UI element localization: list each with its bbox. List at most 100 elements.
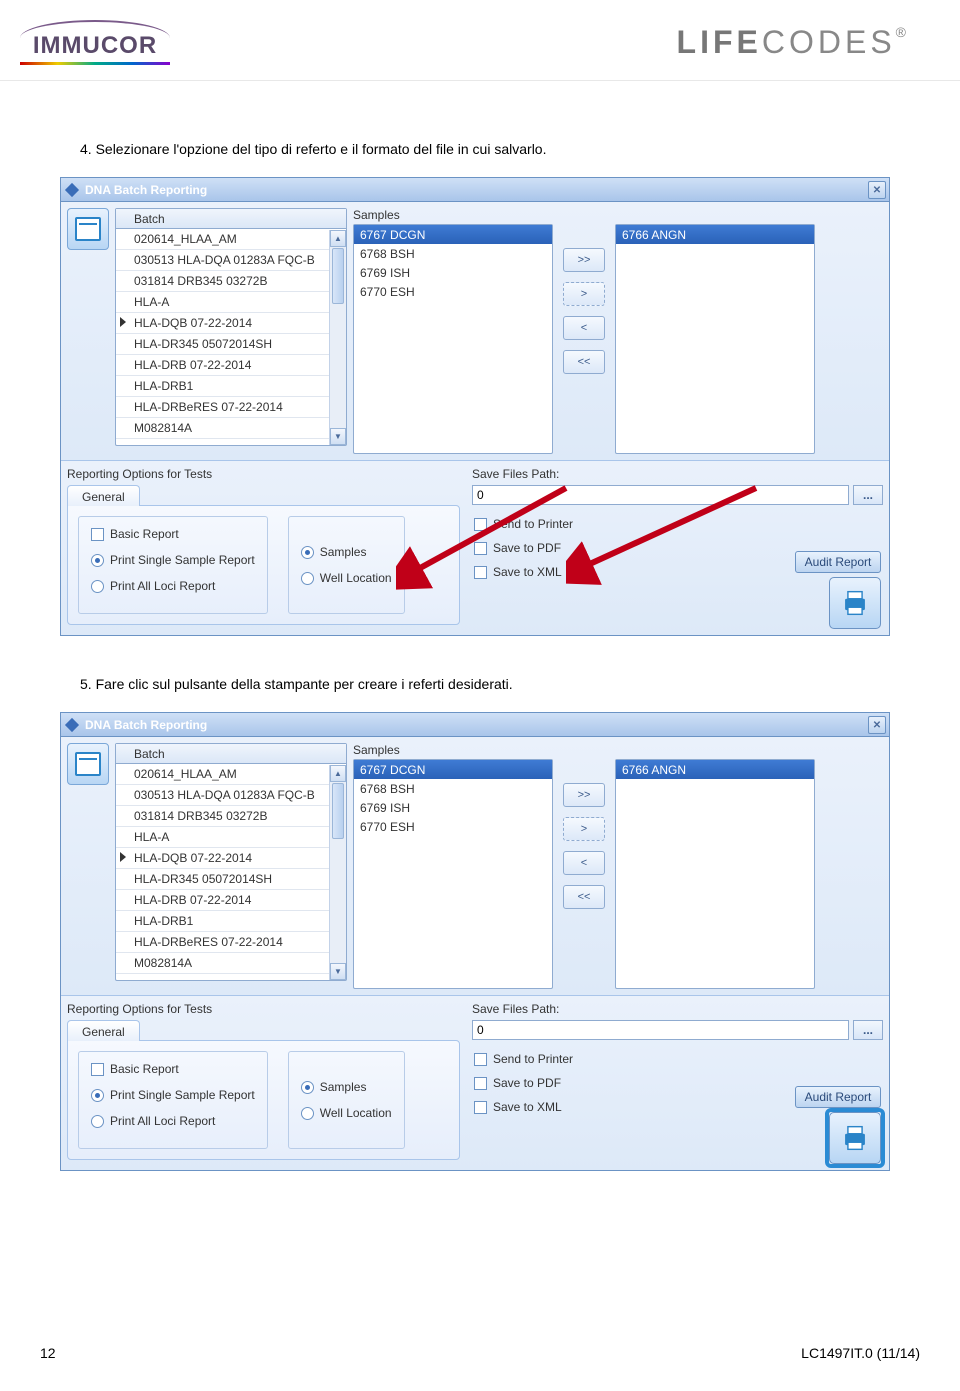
batch-row[interactable]: 020614_HLAA_AM [116, 764, 346, 785]
sample-row[interactable]: 6768 BSH [354, 244, 552, 263]
move-one-right-button[interactable]: > [563, 282, 605, 306]
selected-list[interactable]: 6766 ANGN [615, 224, 815, 454]
samples-radio[interactable]: Samples [301, 545, 392, 559]
dialog-1: DNA Batch Reporting ✕ Batch 020614_HLAA_… [60, 177, 890, 636]
row-marker-icon [120, 852, 126, 862]
batch-row[interactable]: HLA-DR345 05072014SH [116, 869, 346, 890]
batch-scrollbar[interactable]: ▲ ▼ [329, 230, 346, 445]
print-all-radio[interactable]: Print All Loci Report [91, 579, 255, 593]
samples-list[interactable]: 6767 DCGN6768 BSH6769 ISH6770 ESH [353, 224, 553, 454]
move-all-left-button[interactable]: << [563, 350, 605, 374]
scroll-up-button[interactable]: ▲ [330, 765, 346, 782]
browse-button[interactable]: ... [853, 1020, 883, 1040]
sample-row[interactable]: 6769 ISH [354, 263, 552, 282]
selected-row[interactable]: 6766 ANGN [616, 225, 814, 244]
batch-row[interactable]: HLA-DRB 07-22-2014 [116, 890, 346, 911]
close-button[interactable]: ✕ [868, 716, 886, 734]
page-number: 12 [40, 1345, 56, 1361]
save-path-input[interactable] [472, 485, 849, 505]
basic-report-checkbox[interactable]: Basic Report [91, 1062, 255, 1076]
sample-row[interactable]: 6769 ISH [354, 798, 552, 817]
batch-row[interactable]: HLA-DRBeRES 07-22-2014 [116, 932, 346, 953]
selected-column: 6766 ANGN [615, 224, 815, 454]
print-single-radio[interactable]: Print Single Sample Report [91, 1088, 255, 1102]
batch-row[interactable]: HLA-DR345 05072014SH [116, 334, 346, 355]
audit-report-button[interactable]: Audit Report [795, 1086, 881, 1108]
move-all-left-button[interactable]: << [563, 885, 605, 909]
batch-row[interactable]: HLA-DRB1 [116, 376, 346, 397]
selected-list[interactable]: 6766 ANGN [615, 759, 815, 989]
batch-row[interactable]: HLA-DRB 07-22-2014 [116, 355, 346, 376]
print-all-radio[interactable]: Print All Loci Report [91, 1114, 255, 1128]
sample-row[interactable]: 6768 BSH [354, 779, 552, 798]
samples-radio[interactable]: Samples [301, 1080, 392, 1094]
batch-row[interactable]: 020614_HLAA_AM [116, 229, 346, 250]
sample-row[interactable]: 6767 DCGN [354, 225, 552, 244]
batch-row[interactable]: HLA-DRBeRES 07-22-2014 [116, 397, 346, 418]
print-button[interactable] [829, 1112, 881, 1164]
scroll-down-button[interactable]: ▼ [330, 428, 346, 445]
move-buttons: >> > < << [559, 208, 609, 454]
audit-report-button[interactable]: Audit Report [795, 551, 881, 573]
basic-report-checkbox[interactable]: Basic Report [91, 527, 255, 541]
print-button[interactable] [829, 577, 881, 629]
scroll-thumb[interactable] [332, 248, 344, 304]
samples-column: Samples 6767 DCGN6768 BSH6769 ISH6770 ES… [353, 208, 553, 454]
batch-row[interactable]: HLA-A [116, 292, 346, 313]
move-buttons: >> > < << [559, 743, 609, 989]
batch-scrollbar[interactable]: ▲ ▼ [329, 765, 346, 980]
batch-row[interactable]: 031814 DRB345 03272B [116, 806, 346, 827]
browse-button[interactable]: ... [853, 485, 883, 505]
scroll-thumb[interactable] [332, 783, 344, 839]
selected-row[interactable]: 6766 ANGN [616, 760, 814, 779]
tab-panel-general: Basic Report Print Single Sample Report … [67, 1040, 460, 1160]
dialog-titlebar[interactable]: DNA Batch Reporting ✕ [61, 178, 889, 202]
well-location-radio[interactable]: Well Location [301, 1106, 392, 1120]
print-single-radio[interactable]: Print Single Sample Report [91, 553, 255, 567]
batch-row[interactable]: HLA-DRB1 [116, 911, 346, 932]
lifecodes-logo: LIFECODES® [677, 24, 910, 61]
reporting-options-label: Reporting Options for Tests [67, 1002, 460, 1016]
sample-row[interactable]: 6770 ESH [354, 817, 552, 836]
samples-list[interactable]: 6767 DCGN6768 BSH6769 ISH6770 ESH [353, 759, 553, 989]
batch-row[interactable]: HLA-DQB 07-22-2014 [116, 848, 346, 869]
dialog-titlebar[interactable]: DNA Batch Reporting ✕ [61, 713, 889, 737]
tab-general[interactable]: General [67, 1020, 140, 1041]
batch-row[interactable]: HLA-A [116, 827, 346, 848]
dialog-bottom: Reporting Options for Tests General Basi… [61, 461, 889, 635]
selected-column: 6766 ANGN [615, 759, 815, 989]
batch-column: Batch 020614_HLAA_AM030513 HLA-DQA 01283… [115, 743, 347, 989]
printer-icon [838, 586, 872, 620]
batch-row[interactable]: 030513 HLA-DQA 01283A FQC-B [116, 785, 346, 806]
move-all-right-button[interactable]: >> [563, 248, 605, 272]
move-one-right-button[interactable]: > [563, 817, 605, 841]
save-path-input[interactable] [472, 1020, 849, 1040]
batch-list[interactable]: Batch 020614_HLAA_AM030513 HLA-DQA 01283… [115, 208, 347, 446]
send-to-printer-checkbox[interactable]: Send to Printer [474, 517, 883, 531]
immucor-text: IMMUCOR [33, 32, 157, 60]
batch-row[interactable]: 030513 HLA-DQA 01283A FQC-B [116, 250, 346, 271]
close-button[interactable]: ✕ [868, 181, 886, 199]
group-by-fieldset: Samples Well Location [288, 1051, 405, 1149]
sample-row[interactable]: 6767 DCGN [354, 760, 552, 779]
batch-list[interactable]: Batch 020614_HLAA_AM030513 HLA-DQA 01283… [115, 743, 347, 981]
samples-label: Samples [353, 743, 553, 757]
move-all-right-button[interactable]: >> [563, 783, 605, 807]
move-one-left-button[interactable]: < [563, 851, 605, 875]
scroll-down-button[interactable]: ▼ [330, 963, 346, 980]
sample-row[interactable]: 6770 ESH [354, 282, 552, 301]
tab-bar: General [67, 1020, 460, 1041]
batch-row[interactable]: M082814A [116, 418, 346, 439]
calendar-icon[interactable] [67, 743, 109, 785]
tab-general[interactable]: General [67, 485, 140, 506]
batch-row[interactable]: 031814 DRB345 03272B [116, 271, 346, 292]
doc-code: LC1497IT.0 (11/14) [801, 1345, 920, 1361]
scroll-up-button[interactable]: ▲ [330, 230, 346, 247]
move-one-left-button[interactable]: < [563, 316, 605, 340]
send-to-printer-checkbox[interactable]: Send to Printer [474, 1052, 883, 1066]
calendar-icon[interactable] [67, 208, 109, 250]
well-location-radio[interactable]: Well Location [301, 571, 392, 585]
batch-row[interactable]: HLA-DQB 07-22-2014 [116, 313, 346, 334]
row-marker-icon [120, 317, 126, 327]
batch-row[interactable]: M082814A [116, 953, 346, 974]
